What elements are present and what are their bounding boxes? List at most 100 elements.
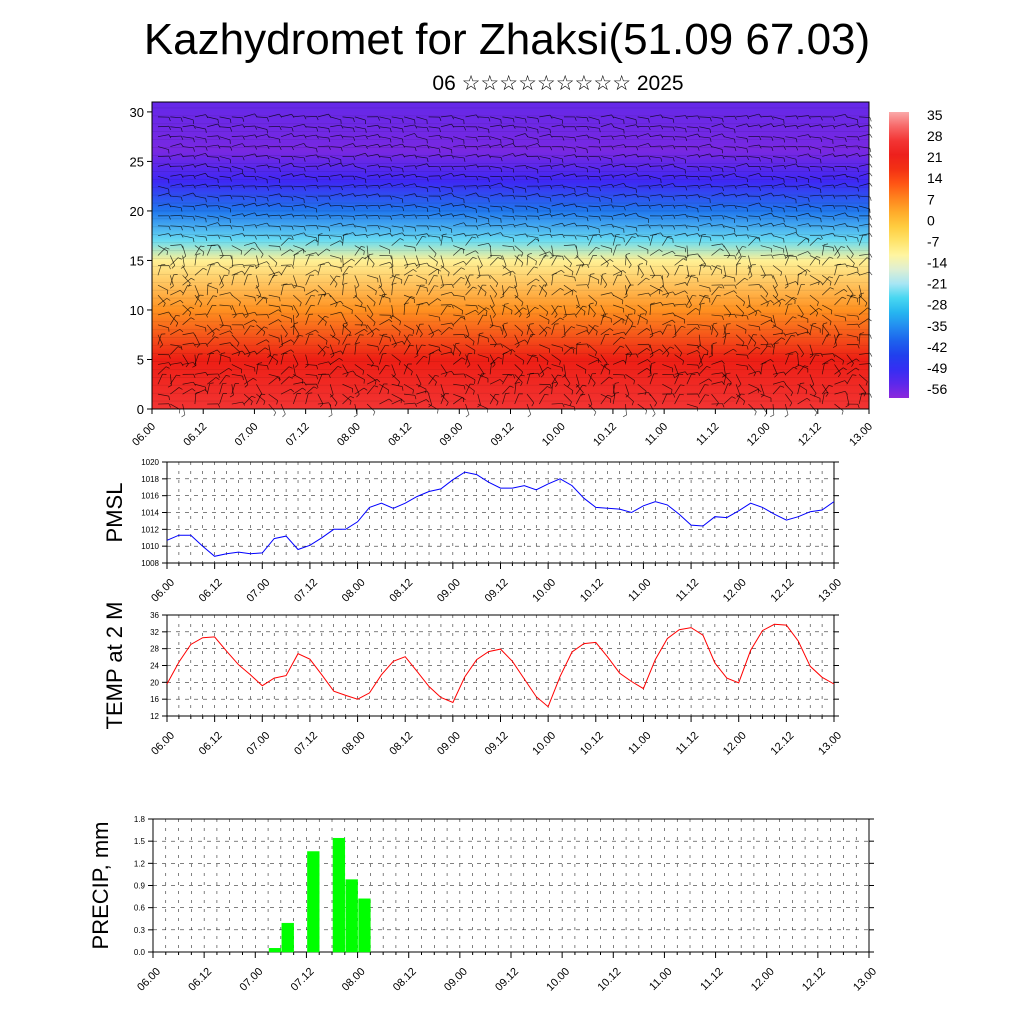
- wind-barb-flag: [430, 334, 434, 338]
- wind-barb-flag: [562, 193, 565, 198]
- wind-barb: [821, 384, 829, 394]
- wind-barb: [293, 324, 300, 335]
- wind-barb-flag: [746, 183, 750, 188]
- wind-barb-flag: [463, 233, 467, 237]
- wind-barb-flag: [869, 393, 872, 398]
- wind-barb-flag: [869, 253, 873, 258]
- wind-barb: [649, 265, 655, 276]
- wind-barb: [465, 383, 475, 392]
- wind-barb: [834, 354, 844, 361]
- wind-barb: [588, 136, 600, 140]
- x-tick-label: 09.12: [493, 966, 521, 994]
- wind-barb-flag: [746, 305, 751, 309]
- wind-barb-flag: [230, 195, 233, 200]
- wind-barb: [612, 274, 618, 286]
- wind-barb-flag: [168, 117, 171, 122]
- wind-barb: [686, 225, 698, 228]
- wind-barb-flag: [697, 208, 699, 213]
- wind-barb-flag: [741, 312, 745, 317]
- wind-barb: [440, 115, 452, 118]
- wind-barb: [576, 215, 588, 218]
- wind-barb-flag: [263, 401, 266, 406]
- wind-barb-flag: [326, 248, 331, 252]
- wind-barb-flag: [709, 237, 712, 242]
- wind-barb-flag: [685, 115, 688, 120]
- wind-barb-flag: [196, 253, 201, 255]
- wind-barb-flag: [734, 255, 737, 260]
- wind-barb: [280, 195, 292, 198]
- wind-barb-flag: [500, 144, 504, 149]
- wind-barb-flag: [865, 302, 868, 307]
- wind-barb: [637, 392, 649, 395]
- wind-barb-flag: [832, 216, 835, 221]
- wind-barb: [846, 358, 857, 365]
- wind-barb-flag: [672, 175, 676, 179]
- wind-barb: [649, 234, 654, 246]
- wind-barb: [821, 244, 825, 256]
- wind-barb: [551, 184, 563, 187]
- wind-barb: [600, 204, 612, 207]
- wind-barb: [674, 258, 684, 266]
- wind-barb: [268, 136, 280, 140]
- wind-barb: [600, 223, 612, 227]
- wind-barb-flag: [795, 125, 799, 130]
- wind-barb-flag: [316, 197, 318, 202]
- wind-barb: [416, 284, 428, 289]
- wind-barb: [526, 116, 538, 119]
- wind-barb: [809, 344, 814, 356]
- wind-barb: [748, 113, 760, 118]
- wind-barb-flag: [609, 328, 614, 332]
- wind-barb: [723, 225, 735, 229]
- wind-barb-flag: [857, 124, 861, 128]
- wind-barb: [748, 156, 760, 158]
- wind-barb-flag: [645, 311, 647, 316]
- wind-barb-flag: [414, 402, 418, 407]
- wind-barb-flag: [328, 137, 331, 142]
- wind-barb-flag: [463, 185, 467, 190]
- wind-barb-flag: [439, 226, 441, 232]
- wind-barb-flag: [746, 217, 749, 222]
- wind-barb-flag: [727, 254, 731, 259]
- wind-barb-flag: [294, 322, 299, 325]
- wind-barb-flag: [414, 235, 417, 240]
- wind-barb: [686, 294, 692, 306]
- wind-barb: [846, 185, 858, 188]
- wind-barb: [588, 344, 597, 353]
- wind-barb: [674, 232, 686, 237]
- x-tick-label: 09.12: [489, 421, 517, 449]
- wind-barb-flag: [857, 315, 860, 321]
- wind-barb: [785, 232, 796, 237]
- wind-barb-flag: [314, 239, 319, 243]
- wind-barb-flag: [685, 224, 688, 229]
- wind-barb-flag: [205, 173, 209, 177]
- wind-barb-flag: [451, 284, 454, 288]
- wind-barb-flag: [324, 321, 327, 326]
- wind-barb: [637, 174, 649, 177]
- wind-barb: [772, 371, 784, 375]
- wind-barb: [391, 255, 394, 267]
- wind-barb: [834, 364, 841, 374]
- wind-barb-flag: [532, 285, 537, 287]
- wind-barb: [440, 370, 452, 375]
- wind-barb: [612, 359, 624, 365]
- wind-barb: [526, 193, 538, 197]
- wind-barb: [563, 203, 575, 207]
- wind-barb-flag: [660, 145, 663, 150]
- wind-barb: [551, 124, 563, 128]
- wind-barb-flag: [610, 394, 615, 398]
- wind-barb-flag: [623, 206, 626, 211]
- wind-barb-flag: [254, 350, 258, 355]
- wind-barb-flag: [770, 123, 774, 128]
- wind-barb: [256, 175, 268, 180]
- wind-barb-flag: [319, 403, 324, 408]
- wind-barb: [317, 162, 329, 167]
- wind-barb: [661, 393, 668, 405]
- x-tick-label: 08.00: [335, 421, 363, 449]
- wind-barb: [563, 192, 575, 197]
- wind-barb: [280, 283, 292, 286]
- wind-barb: [342, 274, 345, 286]
- wind-barb: [379, 353, 383, 365]
- wind-barb: [563, 154, 575, 157]
- wind-barb-flag: [611, 163, 615, 168]
- wind-barb: [157, 366, 167, 375]
